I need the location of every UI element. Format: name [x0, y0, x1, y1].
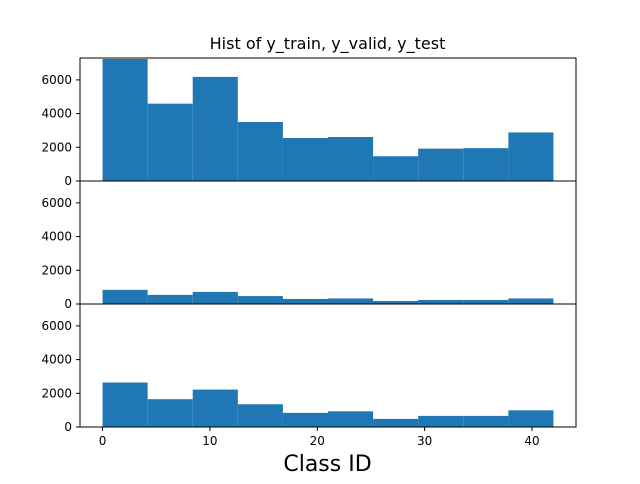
y-tick-label: 4000 [41, 230, 72, 244]
histogram-bar [147, 103, 193, 181]
histogram-bar [102, 289, 148, 304]
histogram-bar [463, 415, 509, 427]
y-tick-label: 2000 [41, 140, 72, 154]
histogram-bar [373, 300, 419, 304]
subplot-1: 0 2000 4000 6000 [41, 57, 577, 188]
y-tick-label: 2000 [41, 386, 72, 400]
subplot-frame [79, 180, 577, 305]
histogram-bar [508, 410, 554, 427]
subplot-3: 0 2000 4000 6000 0 10 20 30 40 [41, 303, 577, 448]
histogram-bar [418, 148, 464, 181]
histogram-bar [373, 156, 419, 181]
histogram-bar [463, 299, 509, 304]
histogram-bar [328, 298, 374, 304]
y-tick-label: 6000 [41, 73, 72, 87]
x-tick-label: 40 [524, 434, 539, 448]
histogram-bar [102, 382, 148, 427]
y-tick-label: 4000 [41, 353, 72, 367]
x-tick-label: 20 [310, 434, 325, 448]
histogram-bar [147, 399, 193, 427]
histogram-bar [237, 404, 283, 427]
chart-title: Hist of y_train, y_valid, y_test [209, 34, 446, 53]
histogram-bar [192, 291, 238, 304]
histogram-bar [192, 389, 238, 427]
histogram-bar [418, 415, 464, 427]
histogram-bar [463, 148, 509, 181]
y-tick-label: 0 [64, 420, 72, 434]
histogram-bar [418, 299, 464, 304]
histogram-bar [102, 59, 148, 182]
histogram-bar [508, 298, 554, 304]
histogram-bar [282, 412, 328, 427]
y-tick-label: 2000 [41, 263, 72, 277]
x-tick-label: 0 [99, 434, 107, 448]
y-tick-label: 0 [64, 174, 72, 188]
y-tick-label: 6000 [41, 196, 72, 210]
histogram-bar [147, 294, 193, 304]
subplot-frame [79, 303, 577, 428]
x-tick-label: 10 [202, 434, 217, 448]
y-tick-label: 6000 [41, 319, 72, 333]
histogram-bar [237, 296, 283, 304]
x-tick-label: 30 [417, 434, 432, 448]
y-tick-label: 0 [64, 297, 72, 311]
histogram-bar [282, 298, 328, 304]
histogram-bar [373, 418, 419, 427]
histogram-bar [237, 122, 283, 181]
histogram-bar [192, 76, 238, 181]
histogram-bar [328, 137, 374, 181]
histogram-bar [328, 411, 374, 427]
x-axis-title: Class ID [283, 452, 372, 477]
subplots-layer: 0200040006000020004000600002000400060000… [41, 57, 577, 448]
histogram-bar [508, 132, 554, 181]
histogram-bar [282, 138, 328, 181]
y-tick-label: 4000 [41, 107, 72, 121]
subplot-2: 0 2000 4000 6000 [41, 180, 577, 311]
